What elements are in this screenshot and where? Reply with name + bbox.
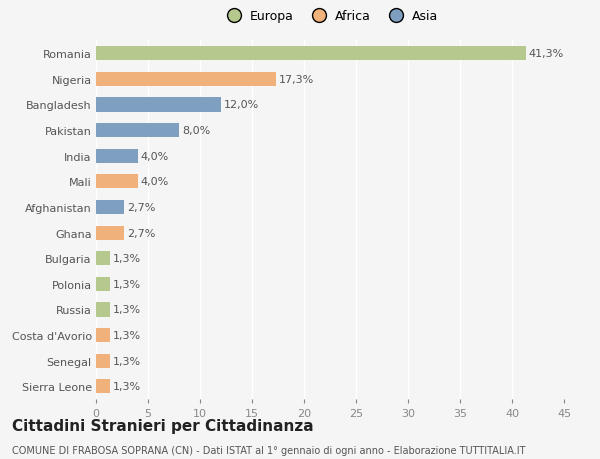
Bar: [96, 277, 110, 291]
Bar: [96, 124, 179, 138]
Bar: [96, 226, 124, 240]
Bar: [96, 201, 124, 214]
Bar: [96, 175, 137, 189]
Bar: [96, 303, 110, 317]
Text: 4,0%: 4,0%: [141, 177, 169, 187]
Bar: [96, 47, 526, 61]
Text: 2,7%: 2,7%: [127, 202, 155, 213]
Text: 1,3%: 1,3%: [113, 330, 141, 341]
Legend: Europa, Africa, Asia: Europa, Africa, Asia: [217, 5, 443, 28]
Bar: [96, 98, 221, 112]
Text: 12,0%: 12,0%: [224, 100, 259, 110]
Text: 17,3%: 17,3%: [279, 75, 314, 84]
Bar: [96, 380, 110, 393]
Bar: [96, 73, 276, 87]
Bar: [96, 252, 110, 266]
Text: 1,3%: 1,3%: [113, 305, 141, 315]
Text: 1,3%: 1,3%: [113, 356, 141, 366]
Text: 4,0%: 4,0%: [141, 151, 169, 162]
Bar: [96, 149, 137, 163]
Text: COMUNE DI FRABOSA SOPRANA (CN) - Dati ISTAT al 1° gennaio di ogni anno - Elabora: COMUNE DI FRABOSA SOPRANA (CN) - Dati IS…: [12, 445, 526, 455]
Text: 8,0%: 8,0%: [182, 126, 211, 136]
Text: 1,3%: 1,3%: [113, 279, 141, 289]
Text: 2,7%: 2,7%: [127, 228, 155, 238]
Text: 1,3%: 1,3%: [113, 254, 141, 263]
Bar: [96, 328, 110, 342]
Bar: [96, 354, 110, 368]
Text: 1,3%: 1,3%: [113, 381, 141, 392]
Text: 41,3%: 41,3%: [529, 49, 564, 59]
Text: Cittadini Stranieri per Cittadinanza: Cittadini Stranieri per Cittadinanza: [12, 418, 314, 433]
